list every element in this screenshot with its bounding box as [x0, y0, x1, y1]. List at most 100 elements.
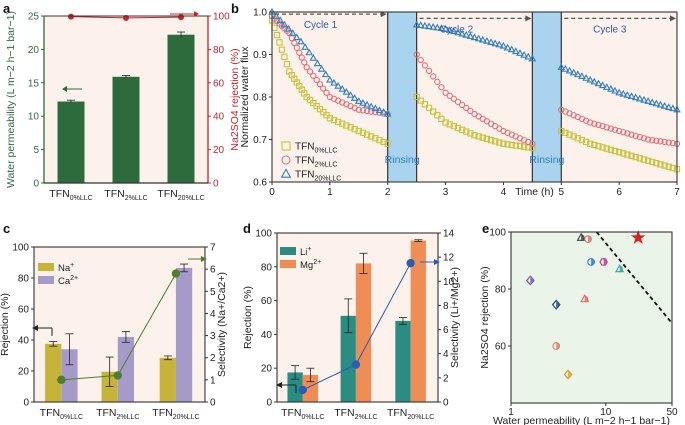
flux-point — [458, 29, 466, 37]
flux-point — [281, 53, 288, 61]
flux-point — [338, 84, 347, 92]
panel-letter-a: a — [3, 1, 11, 16]
flux-point — [649, 158, 656, 166]
panel-letter-d: d — [243, 221, 251, 236]
arrowhead — [194, 11, 199, 17]
panel-letter-c: c — [3, 221, 10, 236]
flux-point — [652, 99, 661, 107]
tick-label-right: 100 — [213, 12, 230, 23]
category-label: TFN2%LLC — [334, 407, 377, 421]
tick-label-left: 80 — [18, 274, 30, 285]
rinsing-band — [532, 12, 562, 182]
flux-point — [582, 138, 590, 146]
tick-label-x: 1 — [327, 187, 333, 198]
flux-point — [471, 132, 478, 139]
flux-point — [280, 20, 289, 28]
bar-rejection — [159, 357, 176, 402]
flux-point — [330, 116, 338, 124]
tick-label-x: 4 — [501, 187, 507, 198]
ylabel-right: Selectivity (Li+/Mg2+) — [449, 267, 461, 368]
tick-label-left: 20 — [18, 367, 30, 378]
flux-point — [375, 106, 384, 113]
legend-label: Ca2+ — [58, 275, 78, 287]
flux-point — [320, 85, 327, 92]
flux-point — [276, 39, 283, 46]
flux-point — [620, 150, 627, 157]
flux-point — [491, 39, 499, 47]
flux-point — [317, 64, 326, 72]
flux-point — [587, 140, 594, 147]
label-sup: 2+ — [313, 259, 321, 266]
tick-label-right: 4 — [443, 349, 449, 360]
flux-point — [495, 40, 504, 48]
ylabel-left: Water permeability (L m−2 h−1 bar−1) — [5, 11, 17, 188]
data-point-fill — [556, 301, 560, 309]
bar-rejection — [287, 372, 303, 402]
data-point-fill — [619, 265, 624, 273]
flux-point — [342, 88, 351, 95]
flux-point — [334, 81, 342, 89]
ylabel-left: Rejection (%) — [0, 293, 11, 356]
flux-point — [624, 130, 631, 137]
flux-point — [306, 68, 314, 75]
flux-point — [561, 64, 570, 72]
tick-label-right: 60 — [213, 78, 225, 89]
label-sub: 20%LLC — [173, 414, 200, 421]
tick-label-right: 14 — [443, 229, 455, 240]
flux-point — [445, 26, 454, 33]
flux-point — [623, 91, 632, 98]
flux-point — [450, 122, 457, 130]
category-label: TFN20%LLC — [157, 188, 204, 202]
label-sub: 2%LLC — [355, 414, 378, 421]
selectivity-point — [171, 269, 181, 278]
flux-point — [303, 64, 310, 71]
flux-point — [603, 145, 610, 152]
flux-point — [619, 89, 628, 97]
flux-point — [454, 28, 462, 36]
arrowhead — [670, 15, 676, 22]
flux-point — [591, 120, 598, 127]
flux-point — [429, 23, 437, 30]
data-point-fill — [588, 235, 592, 243]
flux-point — [454, 98, 462, 106]
tick-label-right: 4 — [210, 309, 216, 320]
flux-point — [442, 89, 449, 96]
flux-point — [363, 107, 371, 115]
label-sub: 2%LLC — [314, 162, 337, 169]
tick-label-right: 5 — [210, 287, 216, 298]
ylabel-b: Normalized water flux — [239, 46, 251, 148]
flux-point — [496, 139, 503, 146]
bar-rejection — [117, 336, 135, 402]
flux-point — [425, 67, 433, 75]
flux-point — [417, 97, 424, 104]
flux-point — [298, 54, 305, 61]
bar-rejection — [175, 267, 193, 402]
label-main: Li — [300, 247, 307, 258]
flux-point — [570, 133, 577, 140]
flux-point — [640, 95, 648, 103]
ylabel-left: Rejection (%) — [242, 286, 254, 349]
legend-label: Li+ — [300, 246, 312, 258]
flux-point — [313, 59, 322, 67]
cycle-label: Cycle 3 — [593, 24, 627, 35]
flux-point — [273, 31, 281, 39]
flux-point — [631, 93, 640, 101]
flux-point — [297, 37, 305, 45]
flux-point — [574, 135, 581, 142]
panel-letter-e: e — [482, 221, 489, 236]
flux-point — [566, 131, 573, 138]
category-label: TFN0%LLC — [40, 407, 83, 421]
flux-point — [292, 33, 301, 41]
label-main: TFN — [387, 407, 407, 419]
tick-label-right: 0 — [213, 179, 219, 190]
tick-label-right: 2 — [443, 373, 449, 384]
tick-label-right: 12 — [443, 253, 455, 264]
tick-label-right: 0 — [210, 398, 216, 409]
flux-point — [611, 147, 619, 155]
flux-point — [611, 86, 619, 94]
tick-label-left: 5 — [33, 145, 39, 156]
flux-point — [636, 155, 643, 162]
flux-point — [487, 136, 495, 144]
flux-point — [288, 29, 297, 36]
flux-point — [648, 98, 657, 106]
